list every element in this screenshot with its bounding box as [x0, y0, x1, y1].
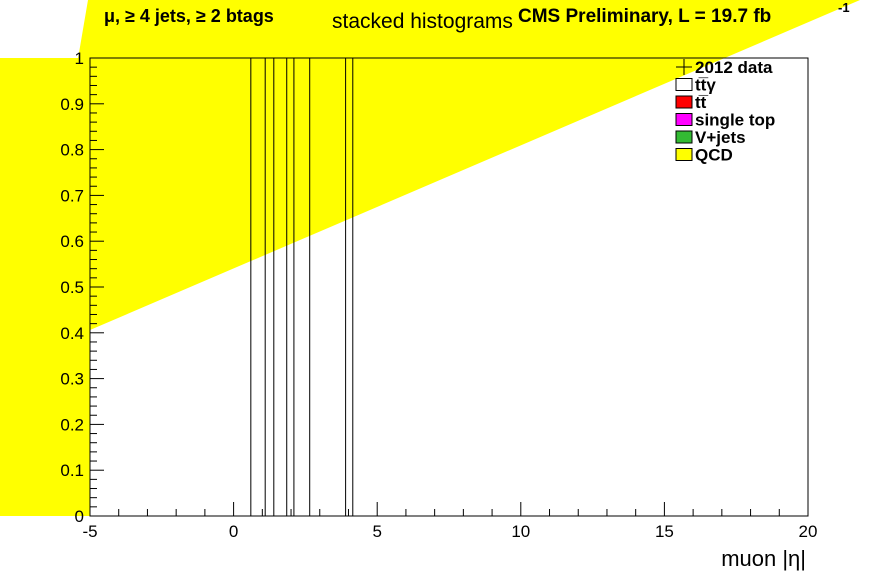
y-tick-label: 0.5	[60, 278, 84, 297]
legend-label: tt̅	[695, 93, 708, 112]
y-tick-label: 0.8	[60, 141, 84, 160]
legend-swatch	[675, 148, 693, 161]
x-axis-label: muon |η|	[721, 546, 806, 571]
legend-swatch	[675, 130, 693, 144]
x-tick-label: 15	[655, 522, 674, 541]
qcd-fill-upper	[0, 0, 860, 516]
legend-entry: single top	[675, 111, 775, 130]
legend-entry: QCD	[675, 146, 733, 165]
y-tick-label: 0.6	[60, 232, 84, 251]
x-tick-label: 0	[229, 522, 238, 541]
histogram-lines	[250, 58, 354, 516]
legend-label: single top	[695, 111, 775, 130]
legend-label: QCD	[695, 146, 733, 165]
legend-entry: tt̅	[675, 93, 708, 112]
x-tick-label: 10	[511, 522, 530, 541]
legend-entry: V+jets	[675, 128, 746, 147]
legend-swatch	[675, 95, 693, 109]
y-tick-label: 0.2	[60, 415, 84, 434]
qcd-fill-lower-left	[0, 477, 90, 516]
x-axis: -5 0 5 10 15 20	[82, 502, 817, 541]
x-tick-label: 20	[799, 522, 818, 541]
legend-swatch	[675, 78, 693, 91]
legend-label: tt̅γ	[695, 76, 716, 95]
x-tick-label: -5	[82, 522, 97, 541]
x-tick-label: 5	[372, 522, 381, 541]
legend-entry: tt̅γ	[675, 76, 716, 95]
channel-label: μ, ≥ 4 jets, ≥ 2 btags	[104, 6, 274, 26]
y-tick-label: 0.7	[60, 186, 84, 205]
y-tick-label: 0.4	[60, 324, 84, 343]
lumi-exponent: -1	[838, 0, 850, 15]
legend-label: V+jets	[695, 128, 746, 147]
chart-title: stacked histograms	[332, 10, 513, 33]
legend-label: 2012 data	[695, 58, 773, 77]
white-sliver	[0, 0, 90, 516]
y-tick-label: 0.1	[60, 461, 84, 480]
legend-entry: 2012 data	[676, 58, 773, 77]
y-tick-label: 0.3	[60, 370, 84, 389]
y-axis: 0 0.1 0.2 0.3 0.4 0.5 0.6 0.7 0.8 0.9 1	[60, 49, 104, 526]
y-tick-label: 0.9	[60, 95, 84, 114]
experiment-label: CMS Preliminary, L = 19.7 fb	[518, 6, 771, 27]
legend-swatch	[675, 113, 693, 126]
y-tick-label: 0	[75, 507, 84, 526]
y-tick-label: 1	[75, 49, 84, 68]
